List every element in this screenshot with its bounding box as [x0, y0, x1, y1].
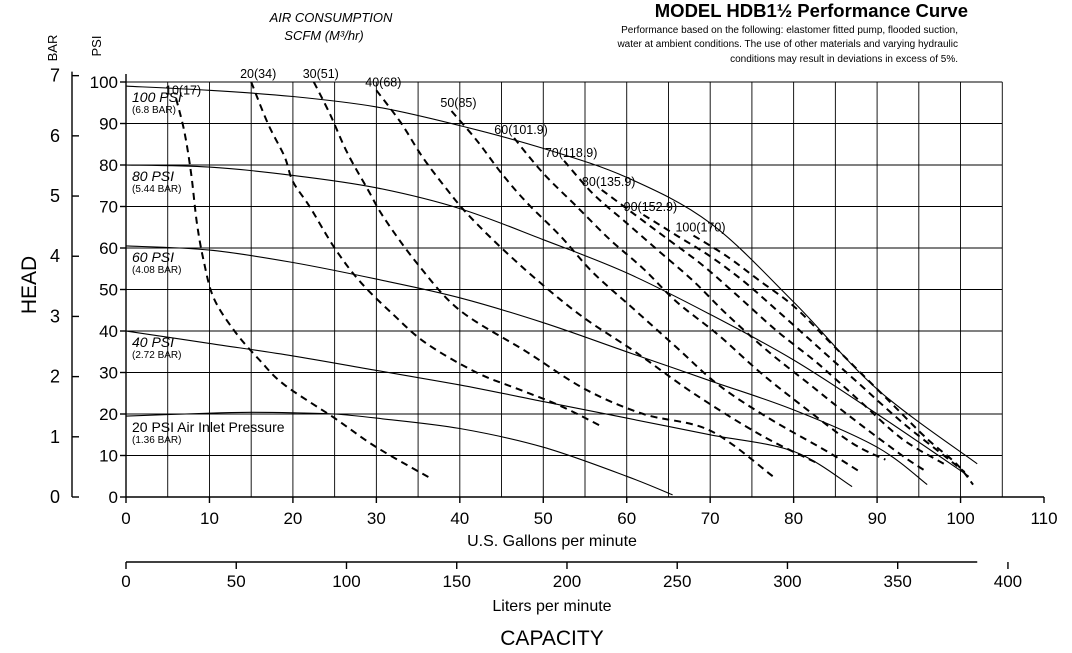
psi-tick-label: 30	[99, 364, 118, 383]
chart-note-line-2: water at ambient conditions. The use of …	[616, 39, 958, 50]
psi-axis-unit: PSI	[89, 36, 104, 57]
grid-lines	[126, 81, 1003, 497]
lpm-tick-label: 350	[884, 572, 912, 591]
x-axis-label-capacity: CAPACITY	[500, 627, 603, 650]
gpm-tick-label: 40	[450, 509, 469, 528]
psi-tick-label: 20	[99, 405, 118, 424]
pressure-curve-2	[125, 164, 970, 477]
bar-tick-label: 7	[50, 66, 60, 86]
gpm-tick-label: 10	[200, 509, 219, 528]
air-consumption-header: AIR CONSUMPTION	[269, 10, 393, 25]
pressure-sublabel: (1.36 BAR)	[132, 435, 181, 446]
air-curve-10	[692, 234, 974, 486]
gpm-tick-label: 70	[701, 509, 720, 528]
chart-title: MODEL HDB1½ Performance Curve	[655, 0, 968, 21]
psi-tick-label: 100	[90, 73, 118, 92]
gpm-tick-label: 90	[868, 509, 887, 528]
psi-tick-label: 10	[99, 447, 118, 466]
psi-tick-label: 80	[99, 156, 118, 175]
air-curve-9	[642, 213, 966, 473]
pressure-label: 20 PSI Air Inlet Pressure	[132, 419, 285, 435]
air-curve-8	[601, 189, 945, 465]
x-axis-label-lpm: Liters per minute	[492, 598, 611, 615]
air-curve-label: 60(101.9)	[494, 123, 548, 137]
air-curve-label: 70(118.9)	[545, 146, 598, 160]
bar-tick-label: 0	[50, 487, 60, 507]
air-curve-label: 20(34)	[240, 67, 276, 81]
pressure-curve-5	[125, 411, 673, 496]
lpm-tick-label: 250	[663, 572, 691, 591]
bar-tick-label: 6	[50, 126, 60, 146]
air-curve-label: 40(68)	[365, 75, 401, 89]
pressure-sublabel: (2.72 BAR)	[132, 350, 181, 361]
pressure-sublabel: (4.08 BAR)	[132, 265, 181, 276]
y-axis-label: HEAD	[18, 256, 41, 314]
pressure-curve-4	[125, 330, 853, 488]
pressure-curve-1	[125, 85, 978, 465]
gpm-tick-label: 20	[283, 509, 302, 528]
air-curve-7	[563, 160, 928, 473]
bar-tick-label: 5	[50, 186, 60, 206]
psi-tick-label: 90	[99, 115, 118, 134]
bar-axis-unit: BAR	[45, 35, 60, 62]
air-curve-6	[513, 137, 886, 461]
pressure-label: 40 PSI	[132, 334, 174, 350]
lpm-tick-label: 150	[443, 572, 471, 591]
gpm-tick-label: 0	[121, 509, 130, 528]
psi-tick-label: 60	[99, 239, 118, 258]
gpm-tick-label: 80	[784, 509, 803, 528]
air-curve-label: 80(135.9)	[582, 175, 636, 189]
air-curve-1	[175, 98, 432, 480]
pressure-label: 100 PSI	[132, 89, 182, 105]
bar-tick-label: 1	[50, 427, 60, 447]
air-curve-label: 100(170)	[675, 221, 725, 235]
lpm-tick-label: 100	[332, 572, 360, 591]
lpm-tick-label: 0	[121, 572, 130, 591]
gpm-tick-label: 100	[946, 509, 974, 528]
air-curve-2	[250, 81, 603, 428]
psi-tick-label: 0	[109, 488, 118, 507]
air-curve-label: 50(85)	[440, 96, 476, 110]
pressure-label: 80 PSI	[132, 168, 174, 184]
air-curve-label: 30(51)	[303, 67, 339, 81]
gpm-tick-label: 60	[617, 509, 636, 528]
air-curve-4	[375, 89, 820, 465]
lpm-tick-label: 200	[553, 572, 581, 591]
air-consumption-units: SCFM (M³/hr)	[284, 28, 363, 43]
air-curve-5	[450, 110, 861, 473]
chart-note-line-1: Performance based on the following: elas…	[621, 25, 958, 36]
pressure-sublabel: (5.44 BAR)	[132, 184, 181, 195]
gpm-tick-label: 30	[367, 509, 386, 528]
gpm-tick-label: 110	[1030, 509, 1057, 528]
bar-tick-label: 2	[50, 367, 60, 387]
x-axis-label-gpm: U.S. Gallons per minute	[467, 533, 637, 550]
bar-tick-label: 4	[50, 246, 60, 266]
lpm-tick-label: 300	[773, 572, 801, 591]
psi-tick-label: 50	[99, 281, 118, 300]
lpm-tick-label: 400	[994, 572, 1022, 591]
curve-layer: 100 PSI(6.8 BAR) 80 PSI(5.44 BAR) 60 PSI(4…	[125, 67, 978, 496]
lpm-tick-label: 50	[227, 572, 246, 591]
psi-tick-label: 40	[99, 322, 118, 341]
chart-note-line-3: conditions may result in deviations in e…	[730, 54, 958, 65]
gpm-tick-label: 50	[534, 509, 553, 528]
pressure-label: 60 PSI	[132, 249, 174, 265]
pressure-sublabel: (6.8 BAR)	[132, 105, 176, 116]
psi-tick-label: 70	[99, 198, 118, 217]
air-curve-label: 10(17)	[165, 84, 201, 98]
air-curve-label: 90(152.9)	[624, 200, 678, 214]
bar-tick-label: 3	[50, 306, 60, 326]
pressure-curve-3	[125, 245, 928, 486]
air-curve-3	[312, 81, 774, 478]
